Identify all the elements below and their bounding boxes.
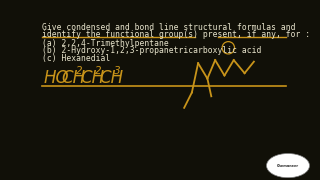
Text: (c) Hexanedial: (c) Hexanedial — [42, 54, 111, 63]
Text: (a) 2,2,4-Trimethylpentane: (a) 2,2,4-Trimethylpentane — [42, 39, 169, 48]
Text: 2: 2 — [76, 66, 83, 76]
Circle shape — [267, 154, 309, 178]
Text: CH: CH — [80, 69, 104, 87]
Text: CH: CH — [62, 69, 86, 87]
Text: 2: 2 — [95, 66, 102, 76]
Text: Chemaneer: Chemaneer — [277, 164, 299, 168]
Text: 3: 3 — [114, 66, 120, 76]
Text: CH: CH — [99, 69, 123, 87]
Text: (b) 2-Hydroxy-1,2,3-propanetricarboxylic acid: (b) 2-Hydroxy-1,2,3-propanetricarboxylic… — [42, 46, 262, 55]
Text: identify the functional group(s) present, if any, for :: identify the functional group(s) present… — [42, 30, 310, 39]
Text: HO: HO — [44, 69, 69, 87]
Text: Give condensed and bond line structural formulas and: Give condensed and bond line structural … — [42, 23, 296, 32]
